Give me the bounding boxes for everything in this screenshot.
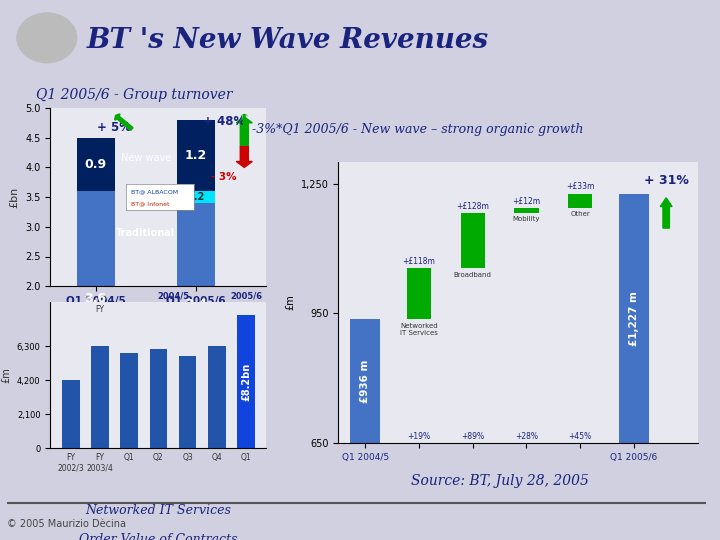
Text: + 5%: + 5% <box>96 120 131 133</box>
Bar <box>407 268 431 319</box>
Text: Q1 2005/6 - Group turnover: Q1 2005/6 - Group turnover <box>36 87 233 102</box>
Bar <box>208 346 225 448</box>
Bar <box>150 349 167 448</box>
Bar <box>76 138 114 191</box>
Text: - 3%: - 3% <box>212 172 237 183</box>
Text: FY: FY <box>96 305 104 314</box>
Bar <box>91 346 109 448</box>
FancyArrow shape <box>236 117 252 146</box>
Text: +19%: +19% <box>408 431 431 441</box>
Text: New wave: New wave <box>121 153 171 164</box>
Text: +45%: +45% <box>569 431 592 441</box>
Bar <box>619 193 649 443</box>
Text: +£12m: +£12m <box>513 197 541 206</box>
Text: +89%: +89% <box>462 431 485 441</box>
FancyArrow shape <box>236 146 252 167</box>
Text: Source: BT, July 28, 2005: Source: BT, July 28, 2005 <box>411 474 590 488</box>
Y-axis label: £m: £m <box>1 367 12 383</box>
Bar <box>76 191 114 405</box>
Text: 0.2: 0.2 <box>187 192 204 202</box>
Bar <box>237 315 255 448</box>
Text: 2004/5: 2004/5 <box>157 292 189 301</box>
Bar <box>179 356 197 448</box>
Text: BT@ Infonet: BT@ Infonet <box>132 201 170 206</box>
Bar <box>514 208 539 213</box>
Text: Order Value of Contracts: Order Value of Contracts <box>79 533 238 540</box>
Text: + 31%: + 31% <box>644 174 688 187</box>
Text: Mobility: Mobility <box>513 217 540 222</box>
Bar <box>568 193 593 208</box>
Text: 0.9: 0.9 <box>84 158 107 171</box>
Text: Other: Other <box>570 211 590 217</box>
Text: © 2005 Maurizio Dècina: © 2005 Maurizio Dècina <box>7 519 126 529</box>
Text: £1,227 m: £1,227 m <box>629 291 639 346</box>
Bar <box>177 203 215 405</box>
Bar <box>177 120 215 191</box>
Bar <box>351 319 380 443</box>
Bar <box>120 353 138 448</box>
Bar <box>177 191 215 203</box>
Text: 2005/6: 2005/6 <box>230 292 262 301</box>
Text: BT@ ALBACOM: BT@ ALBACOM <box>132 189 179 194</box>
Text: Networked IT Services: Networked IT Services <box>86 504 231 517</box>
Text: Networked
IT Services: Networked IT Services <box>400 323 438 336</box>
FancyArrow shape <box>660 198 672 228</box>
Text: +£128m: +£128m <box>456 202 489 211</box>
Text: BT 's New Wave Revenues: BT 's New Wave Revenues <box>86 27 489 54</box>
Bar <box>461 213 485 268</box>
Text: Traditional: Traditional <box>116 228 176 238</box>
Text: £8.2bn: £8.2bn <box>241 363 251 401</box>
Text: +28%: +28% <box>515 431 538 441</box>
Text: 3.4: 3.4 <box>185 298 207 310</box>
Text: Broadband: Broadband <box>454 272 492 278</box>
Circle shape <box>17 13 76 63</box>
Bar <box>62 380 80 448</box>
Y-axis label: £bn: £bn <box>9 186 19 208</box>
Text: 1.2: 1.2 <box>185 149 207 162</box>
Text: +£118m: +£118m <box>402 257 436 266</box>
Text: -3%*Q1 2005/6 - New wave – strong organic growth: -3%*Q1 2005/6 - New wave – strong organi… <box>252 123 583 136</box>
Text: 3.6: 3.6 <box>85 292 107 305</box>
Text: + 48%: + 48% <box>203 114 246 127</box>
Text: £936 m: £936 m <box>360 359 370 403</box>
Y-axis label: £m: £m <box>285 294 295 310</box>
Text: +£33m: +£33m <box>566 183 595 191</box>
